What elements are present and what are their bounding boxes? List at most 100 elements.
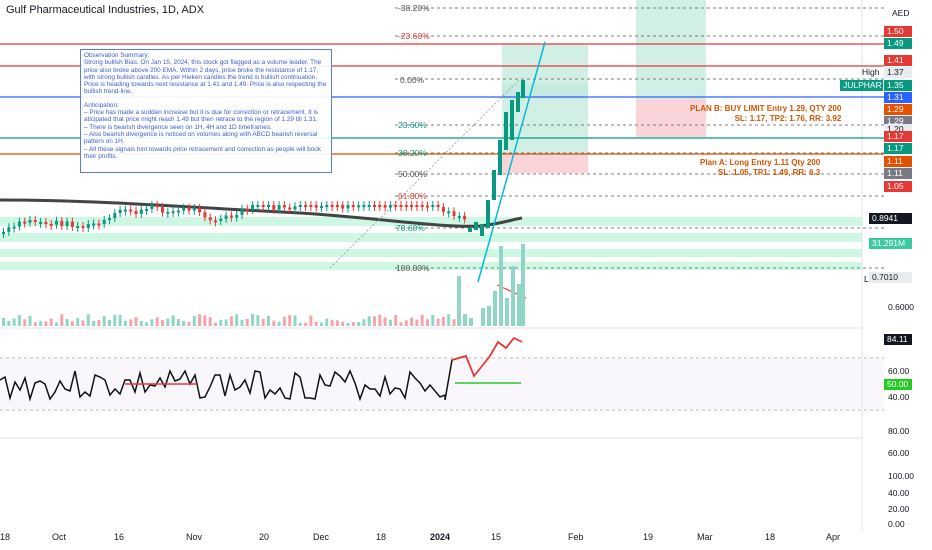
volume-bar — [362, 319, 366, 326]
candle — [498, 140, 502, 175]
candle — [145, 208, 149, 211]
candle — [92, 223, 96, 226]
volume-bar — [192, 316, 196, 326]
rsi-panel — [0, 336, 884, 411]
rsi-ref-tag: 50.00 — [884, 379, 912, 390]
y-tick: 40.00 — [888, 392, 910, 402]
volume-bar — [487, 306, 491, 326]
target-zone — [502, 84, 588, 154]
candle — [182, 207, 186, 211]
candle — [192, 207, 196, 211]
volume-bar — [426, 319, 429, 326]
volume-bar — [357, 322, 361, 326]
volume-bar — [49, 318, 53, 326]
volume-bar — [288, 315, 292, 326]
volume-bar — [293, 315, 297, 326]
candle — [251, 205, 255, 210]
candle — [504, 112, 508, 150]
volume-bar — [134, 317, 138, 326]
volume-bar — [229, 316, 233, 326]
volume-bar — [23, 319, 27, 326]
candle — [49, 223, 53, 226]
candle — [492, 170, 496, 200]
volume-bar — [139, 320, 143, 326]
candle — [44, 221, 48, 224]
candle — [474, 222, 478, 230]
candle — [447, 211, 451, 214]
volume-bar — [245, 319, 249, 326]
candle — [214, 220, 217, 223]
candle — [346, 205, 350, 209]
volume-bar — [102, 316, 106, 326]
candle — [198, 207, 202, 213]
symbol-tag[interactable]: JULPHAR — [840, 80, 883, 91]
volume-bar — [171, 315, 175, 326]
candle — [267, 205, 270, 207]
volume-bar — [60, 314, 64, 326]
candle — [70, 221, 74, 227]
price-tag: 1.17 — [884, 143, 912, 154]
volume-bar — [17, 315, 21, 326]
candle — [341, 205, 345, 209]
note-summary: Observation Summary: Strong bullish Bias… — [84, 52, 327, 96]
candle — [7, 227, 11, 232]
support-zone — [0, 249, 862, 257]
analysis-note: Observation Summary: Strong bullish Bias… — [80, 49, 332, 173]
rsi-tag: 84.11 — [884, 334, 912, 345]
volume-bar — [129, 319, 133, 326]
plan-a-line1: Plan A: Long Entry 1.11 Qty 200 — [700, 158, 821, 167]
candle — [431, 205, 435, 207]
candle — [55, 220, 58, 225]
volume-bar — [86, 314, 90, 326]
candle — [39, 221, 43, 224]
candle — [235, 214, 239, 218]
y-tick: 60.00 — [888, 366, 910, 376]
candle — [362, 205, 366, 208]
candle — [203, 212, 207, 218]
price-tag: 1.49 — [884, 38, 912, 49]
candle — [2, 231, 5, 234]
volume-bar — [399, 322, 403, 326]
candle — [261, 205, 265, 207]
volume-bar — [219, 319, 223, 326]
volume-bar — [55, 322, 58, 326]
candle — [510, 100, 514, 140]
x-tick: 19 — [643, 532, 654, 542]
volume-bar — [65, 319, 69, 326]
volume-bar — [335, 320, 339, 326]
volume-bar — [481, 308, 485, 326]
volume-bar — [261, 318, 265, 326]
candle — [394, 205, 398, 207]
volume-bar — [145, 322, 149, 326]
candle — [245, 208, 249, 211]
x-tick: 2024 — [430, 532, 451, 542]
price-tag: 1.29 — [884, 116, 912, 127]
volume-bar — [277, 321, 281, 326]
candle — [118, 209, 122, 214]
plan-b-line2: SL: 1.17, TP2: 1.76, RR: 3.92 — [734, 114, 842, 123]
candle — [17, 221, 21, 227]
candle — [134, 210, 138, 214]
stop-zone — [636, 99, 706, 137]
price-tag: 1.11 — [884, 156, 912, 167]
x-tick: 16 — [114, 532, 125, 542]
candle — [256, 205, 260, 207]
volume-bar — [493, 291, 497, 326]
support-zone — [0, 217, 862, 226]
candle — [219, 218, 223, 221]
volume-bar — [12, 318, 16, 326]
candle — [161, 207, 164, 213]
volume-bar — [7, 320, 11, 326]
price-tag: 1.05 — [884, 181, 912, 192]
volume-bar — [267, 315, 270, 326]
x-tick: 18 — [765, 532, 776, 542]
volume-bar — [330, 319, 334, 326]
y-tick: 0.00 — [888, 519, 905, 529]
volume-bar — [214, 322, 217, 326]
chart-title: Gulf Pharmaceutical Industries, 1D, ADX — [6, 4, 205, 16]
volume-bar — [251, 314, 255, 326]
candle — [468, 228, 472, 232]
volume-bar — [97, 320, 101, 326]
volume-bar — [404, 320, 408, 326]
